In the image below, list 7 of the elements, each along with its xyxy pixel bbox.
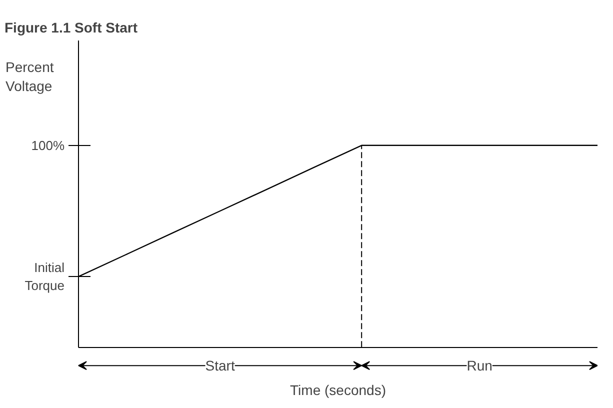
text: Start — [205, 358, 235, 374]
y-axis-title: Percent Voltage — [6, 58, 54, 94]
text: Run — [466, 358, 492, 374]
chart-title: Figure 1.1 Soft Start — [4, 20, 138, 36]
text: Initial Torque — [24, 260, 65, 294]
text: 100% — [31, 138, 65, 153]
x-axis-title: Time (seconds) — [290, 382, 386, 398]
